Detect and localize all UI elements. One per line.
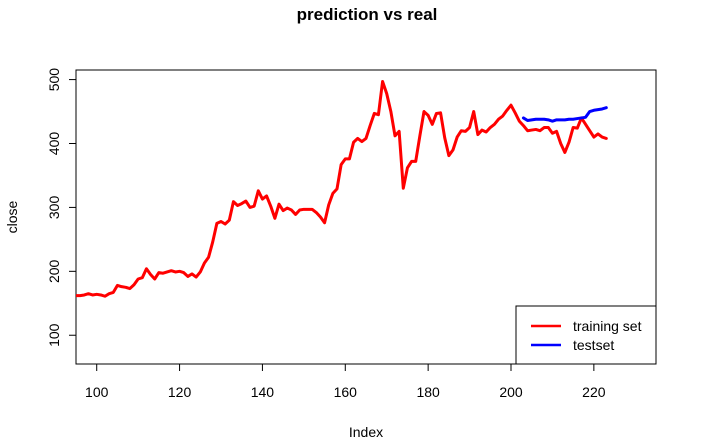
y-axis: 100 200 300 400 500 bbox=[46, 68, 77, 347]
x-tick-label: 200 bbox=[499, 384, 523, 400]
legend-label-training: training set bbox=[573, 318, 642, 334]
series-line-training-set bbox=[76, 80, 608, 298]
y-tick-label: 500 bbox=[46, 68, 62, 92]
y-axis-label: close bbox=[4, 200, 20, 233]
y-tick-label: 100 bbox=[46, 323, 62, 347]
y-tick-label: 200 bbox=[46, 259, 62, 283]
x-tick-label: 180 bbox=[416, 384, 440, 400]
legend-label-testset: testset bbox=[573, 337, 614, 353]
legend: training set testset bbox=[515, 305, 657, 365]
x-tick-label: 100 bbox=[85, 384, 109, 400]
x-tick-label: 140 bbox=[251, 384, 275, 400]
legend-box bbox=[515, 305, 657, 365]
y-tick-label: 300 bbox=[46, 196, 62, 220]
x-axis-label: Index bbox=[349, 424, 383, 440]
y-tick-label: 400 bbox=[46, 132, 62, 156]
x-axis: 100 120 140 160 180 200 220 bbox=[85, 363, 606, 400]
x-tick-label: 160 bbox=[334, 384, 358, 400]
series-layer bbox=[76, 80, 608, 298]
series-line-testset bbox=[521, 106, 608, 123]
x-tick-label: 120 bbox=[168, 384, 192, 400]
x-tick-label: 220 bbox=[582, 384, 606, 400]
chart-title: prediction vs real bbox=[297, 5, 438, 24]
